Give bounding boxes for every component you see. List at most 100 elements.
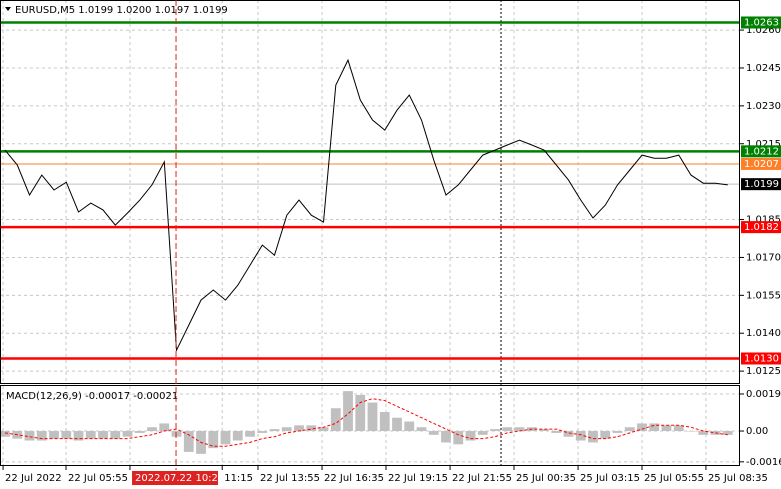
y-tick-label: 1.0125	[746, 366, 781, 377]
macd-bar	[551, 431, 562, 433]
macd-bar	[441, 431, 451, 443]
macd-bar	[514, 427, 525, 432]
macd-bar	[110, 431, 121, 439]
macd-bar	[367, 402, 378, 432]
x-tick-label: 25 Jul 08:35	[708, 473, 768, 484]
macd-bar	[355, 394, 366, 432]
macd-bar	[392, 417, 402, 432]
macd-bar	[698, 431, 709, 435]
x-tick-label: 22 Jul 19:15	[388, 473, 448, 484]
price-tag	[741, 157, 781, 170]
y-tick-label: 1.0245	[746, 63, 781, 74]
crosshair-tag	[132, 471, 219, 485]
x-tick-label: 11:15	[224, 473, 253, 484]
x-tick-label: 22 Jul 16:35	[324, 473, 384, 484]
y-tick-label: 1.0185	[746, 215, 781, 226]
y-tick-label: 1.0215	[746, 139, 781, 150]
macd-bar	[220, 431, 231, 445]
macd-title: MACD(12,26,9) -0.00017 -0.00021	[6, 391, 178, 402]
symbol-info: EURUSD,M5 1.0199 1.0200 1.0197 1.0199	[15, 5, 228, 16]
macd-bar	[661, 425, 672, 432]
macd-bar	[134, 431, 145, 433]
x-tick-label: 25 Jul 03:15	[580, 473, 640, 484]
macd-bar	[232, 431, 243, 441]
price-tag-label: 1.0263	[744, 17, 779, 28]
macd-bar	[722, 431, 733, 435]
macd-bar	[122, 431, 133, 437]
price-line	[4, 58, 728, 353]
macd-bar	[624, 427, 635, 432]
macd-bar	[588, 431, 598, 443]
macd-bar	[318, 427, 329, 432]
macd-bar	[159, 423, 170, 432]
macd-bar	[330, 408, 341, 432]
macd-bar	[183, 431, 194, 452]
macd-pane-frame	[0, 385, 740, 466]
macd-bar	[379, 412, 390, 432]
macd-bar	[49, 431, 59, 439]
y-tick-label: -0.00162	[746, 457, 781, 468]
macd-bar	[453, 431, 464, 445]
price-tag	[741, 145, 781, 158]
price-tag	[741, 178, 781, 191]
macd-bar	[502, 427, 513, 432]
signal-line	[4, 398, 728, 447]
macd-bar	[686, 431, 696, 432]
x-tick-label: 25 Jul 00:35	[516, 473, 576, 484]
macd-bar	[465, 431, 476, 441]
y-tick-label: 1.0170	[746, 252, 781, 263]
macd-bar	[404, 421, 415, 432]
x-tick-label: 22 Jul 2022	[5, 473, 62, 484]
price-tag-label: 1.0130	[744, 353, 779, 364]
macd-bar	[85, 431, 96, 439]
y-tick-label: 1.0140	[746, 328, 781, 339]
x-tick-label: 22 Jul 05:55	[68, 473, 128, 484]
macd-bar	[673, 425, 684, 432]
macd-bar	[637, 423, 647, 432]
price-tag	[741, 352, 781, 365]
macd-bar	[24, 431, 35, 441]
macd-bar	[61, 431, 72, 439]
menu-arrow[interactable]	[5, 7, 11, 11]
y-tick-label: 1.0155	[746, 290, 781, 301]
macd-bar	[343, 391, 353, 432]
macd-bar	[257, 431, 268, 433]
price-pane-frame	[0, 0, 740, 384]
macd-bar	[294, 425, 304, 432]
macd-bar	[98, 431, 108, 439]
price-tag	[741, 16, 781, 29]
macd-bar	[612, 431, 623, 433]
macd-bar	[563, 431, 574, 437]
macd-bar	[649, 423, 660, 432]
y-tick-label: 0.00195	[746, 389, 781, 400]
macd-bar	[490, 429, 500, 432]
y-tick-label: 1.0230	[746, 101, 781, 112]
y-tick-label: 1.0260	[746, 25, 781, 36]
macd-bar	[281, 427, 292, 432]
macd-bar	[36, 431, 47, 441]
macd-bar	[306, 425, 317, 432]
price-tag-label: 1.0199	[744, 179, 779, 190]
macd-bar	[0, 431, 10, 437]
macd-bar	[245, 431, 255, 437]
x-tick-label: 22 Jul 21:55	[452, 473, 512, 484]
price-tag	[741, 221, 781, 234]
macd-bar	[428, 431, 439, 435]
x-tick-label: 25 Jul 05:55	[644, 473, 704, 484]
macd-bar	[575, 431, 586, 441]
x-tick-label: 22 Jul 13:55	[260, 473, 320, 484]
macd-bar	[73, 431, 84, 441]
macd-bar	[539, 429, 549, 432]
price-tag-label: 1.0207	[744, 159, 779, 170]
macd-bar	[208, 431, 219, 449]
macd-bar	[147, 427, 157, 432]
macd-bar	[600, 431, 611, 439]
price-tag-label: 1.0182	[744, 222, 779, 233]
macd-bar	[477, 431, 488, 435]
crosshair-label: 2022.07.22 10:25	[135, 473, 224, 484]
price-tag-label: 1.0212	[744, 146, 779, 157]
macd-bar	[269, 429, 280, 432]
